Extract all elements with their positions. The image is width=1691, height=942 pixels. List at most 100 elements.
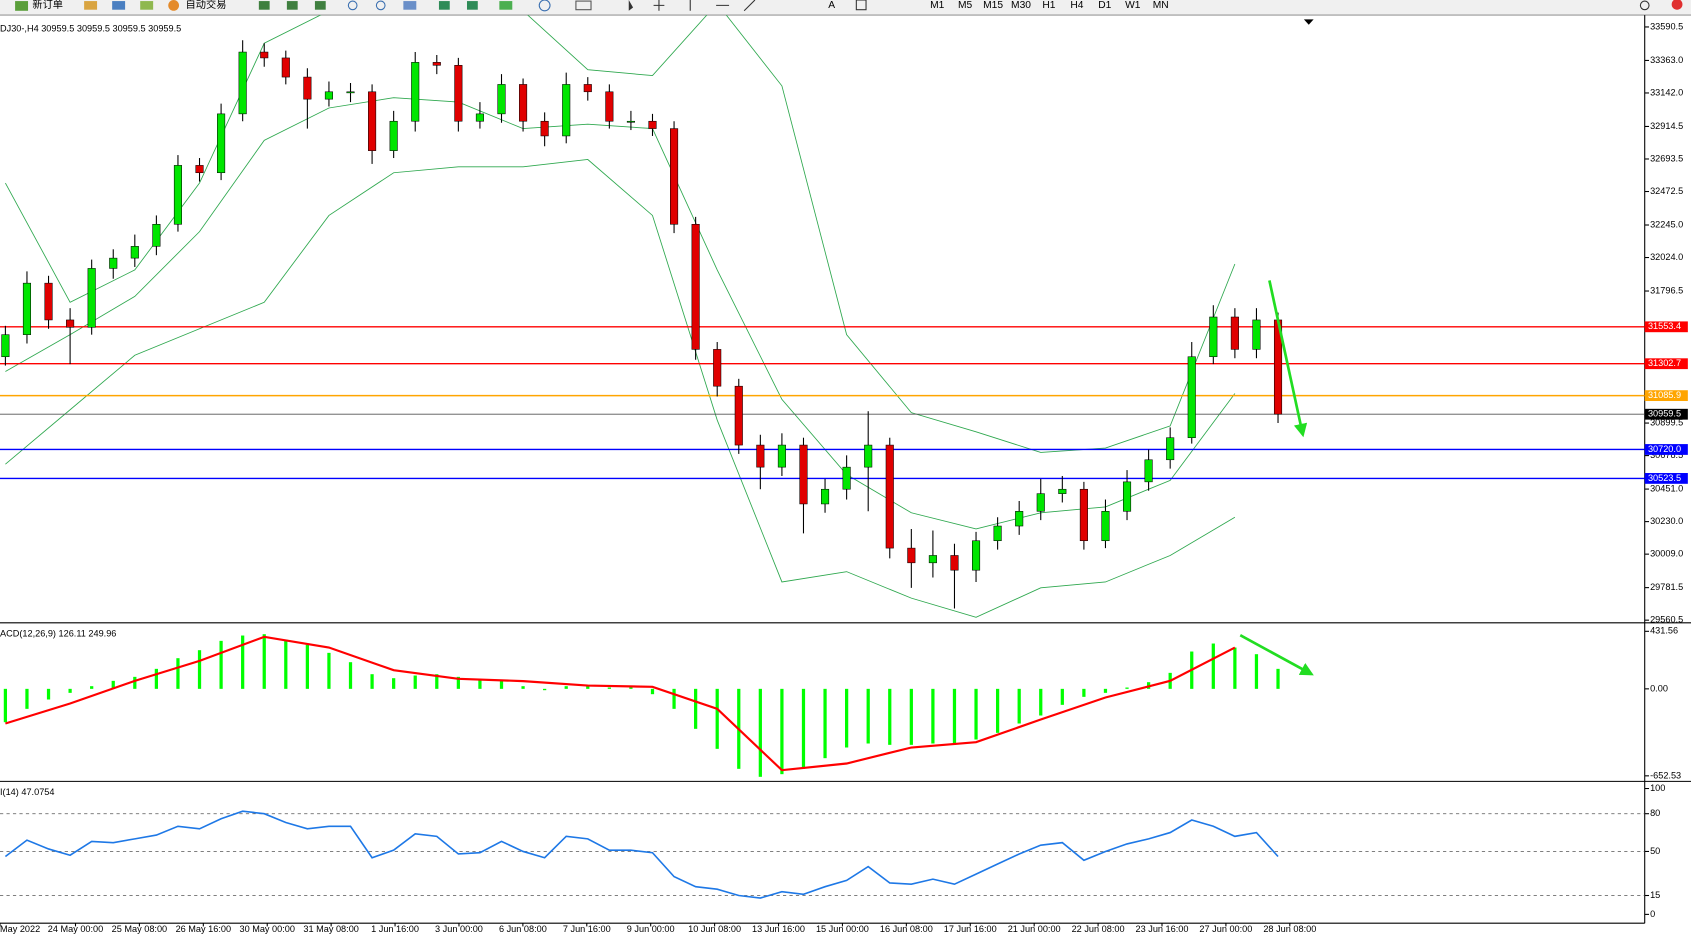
text-tool[interactable]: A bbox=[828, 0, 835, 11]
candle-body bbox=[238, 51, 247, 115]
timeframe-button[interactable]: W1 bbox=[1125, 0, 1141, 11]
toolbar: 新订单 自动交易 A M1 M5 M15 M30 H1 H4 D1 W1 MN bbox=[15, 0, 1683, 12]
templates-icon[interactable] bbox=[575, 0, 592, 11]
draw-icons[interactable] bbox=[689, 0, 756, 12]
toolbar-icon[interactable] bbox=[112, 1, 126, 10]
x-tick-label: 25 May 08:00 bbox=[112, 924, 167, 934]
macd-bar bbox=[176, 658, 180, 689]
candle-body bbox=[454, 65, 463, 122]
label-tool[interactable] bbox=[855, 0, 867, 11]
period-icon[interactable] bbox=[538, 0, 551, 12]
zoom-out-icon[interactable] bbox=[375, 0, 386, 11]
y-tick-label: 80 bbox=[1650, 808, 1660, 818]
macd-bar bbox=[90, 686, 94, 689]
main-title: DJ30-,H4 30959.5 30959.5 30959.5 30959.5 bbox=[0, 24, 181, 34]
y-tick-label: 15 bbox=[1650, 890, 1660, 900]
x-tick-label: 9 Jun 00:00 bbox=[627, 924, 675, 934]
y-tick-label: 33590.5 bbox=[1650, 21, 1683, 31]
y-tick-label: 50 bbox=[1650, 846, 1660, 856]
macd-bar bbox=[111, 680, 115, 689]
bollinger-lower bbox=[5, 159, 1236, 618]
toolbar-icon[interactable] bbox=[140, 1, 154, 10]
new-order-icon[interactable] bbox=[15, 1, 29, 11]
timeframe-button[interactable]: M1 bbox=[930, 0, 945, 11]
timeframe-button[interactable]: M30 bbox=[1011, 0, 1031, 11]
indicators-icon[interactable] bbox=[499, 1, 513, 10]
candle-body bbox=[907, 547, 916, 564]
timeframe-button[interactable]: M15 bbox=[983, 0, 1003, 11]
timeframe-button[interactable]: H1 bbox=[1042, 0, 1055, 11]
candle-body bbox=[799, 444, 808, 505]
level-label: 31085.9 bbox=[1648, 390, 1681, 400]
y-tick-label: 32914.5 bbox=[1650, 121, 1683, 131]
x-tick-label: 21 Jun 00:00 bbox=[1008, 924, 1061, 934]
macd-bar bbox=[154, 668, 159, 689]
auto-trade-button[interactable]: 自动交易 bbox=[186, 0, 227, 11]
macd-bar bbox=[478, 679, 482, 689]
x-tick-label: May 2022 bbox=[0, 924, 40, 934]
notification-icon[interactable] bbox=[1671, 0, 1683, 10]
candle-body bbox=[1144, 459, 1153, 483]
macd-bar bbox=[586, 684, 590, 689]
candle-body bbox=[130, 246, 139, 259]
macd-bar bbox=[370, 674, 374, 689]
timeframe-button[interactable]: D1 bbox=[1098, 0, 1111, 11]
bollinger-upper bbox=[5, 15, 1236, 453]
crosshair-icon[interactable] bbox=[653, 0, 665, 11]
timeframe-button[interactable]: M5 bbox=[958, 0, 973, 11]
candle-body bbox=[993, 525, 1002, 542]
candle-body bbox=[756, 444, 765, 468]
new-order-button[interactable]: 新订单 bbox=[32, 0, 63, 11]
x-tick-label: 16 Jun 08:00 bbox=[880, 924, 933, 934]
macd-bar bbox=[974, 688, 978, 740]
rsi-line bbox=[4, 810, 1279, 899]
x-tick-label: 26 May 16:00 bbox=[176, 924, 231, 934]
candle-body bbox=[1036, 493, 1045, 512]
zoom-in-icon[interactable] bbox=[347, 0, 358, 11]
candle-body bbox=[324, 91, 333, 100]
y-tick-label: 30678.5 bbox=[1650, 450, 1683, 460]
y-tick-label: 33363.0 bbox=[1650, 55, 1683, 65]
candle-body bbox=[928, 555, 937, 564]
toolbar-icon[interactable] bbox=[286, 1, 298, 10]
x-tick-label: 28 Jun 08:00 bbox=[1263, 924, 1316, 934]
toolbar-icon[interactable] bbox=[466, 1, 478, 10]
cursor-icon[interactable] bbox=[628, 0, 634, 11]
candle-body bbox=[281, 57, 290, 78]
candle-body bbox=[497, 84, 506, 115]
candle-body bbox=[66, 319, 75, 328]
toolbar-icon[interactable] bbox=[84, 1, 98, 10]
candle-body bbox=[777, 444, 786, 468]
toolbar-icon[interactable] bbox=[438, 1, 450, 10]
candle-body bbox=[734, 385, 743, 446]
toolbar-icon[interactable] bbox=[403, 1, 417, 10]
y-tick-label: -652.53 bbox=[1650, 770, 1681, 780]
candle-body bbox=[260, 51, 269, 59]
timeframe-button[interactable]: MN bbox=[1153, 0, 1169, 11]
level-label-box bbox=[1644, 444, 1688, 455]
macd-bar bbox=[1017, 688, 1021, 724]
candle-body bbox=[605, 91, 614, 122]
x-tick-label: 24 May 00:00 bbox=[48, 924, 103, 934]
y-tick-label: 30899.5 bbox=[1650, 417, 1683, 427]
search-icon[interactable] bbox=[1639, 0, 1650, 11]
macd-bar bbox=[46, 688, 51, 700]
timeframe-button[interactable]: H4 bbox=[1070, 0, 1083, 11]
macd-signal bbox=[5, 635, 1236, 772]
candle-body bbox=[885, 444, 894, 549]
macd-bar bbox=[909, 688, 913, 745]
toolbar-icon[interactable] bbox=[314, 1, 326, 10]
macd-bar bbox=[392, 678, 396, 689]
macd-bar bbox=[758, 688, 762, 777]
macd-title: ACD(12,26,9) 126.11 249.96 bbox=[0, 629, 116, 639]
candle-body bbox=[389, 120, 398, 151]
macd-bar bbox=[995, 688, 1000, 733]
macd-bar bbox=[952, 688, 957, 745]
macd-bar bbox=[780, 688, 784, 775]
auto-trade-icon[interactable] bbox=[168, 0, 180, 11]
toolbar-icon[interactable] bbox=[258, 1, 270, 10]
macd-bar bbox=[521, 686, 525, 689]
macd-bar bbox=[456, 676, 460, 689]
x-tick-label: 27 Jun 00:00 bbox=[1199, 924, 1252, 934]
